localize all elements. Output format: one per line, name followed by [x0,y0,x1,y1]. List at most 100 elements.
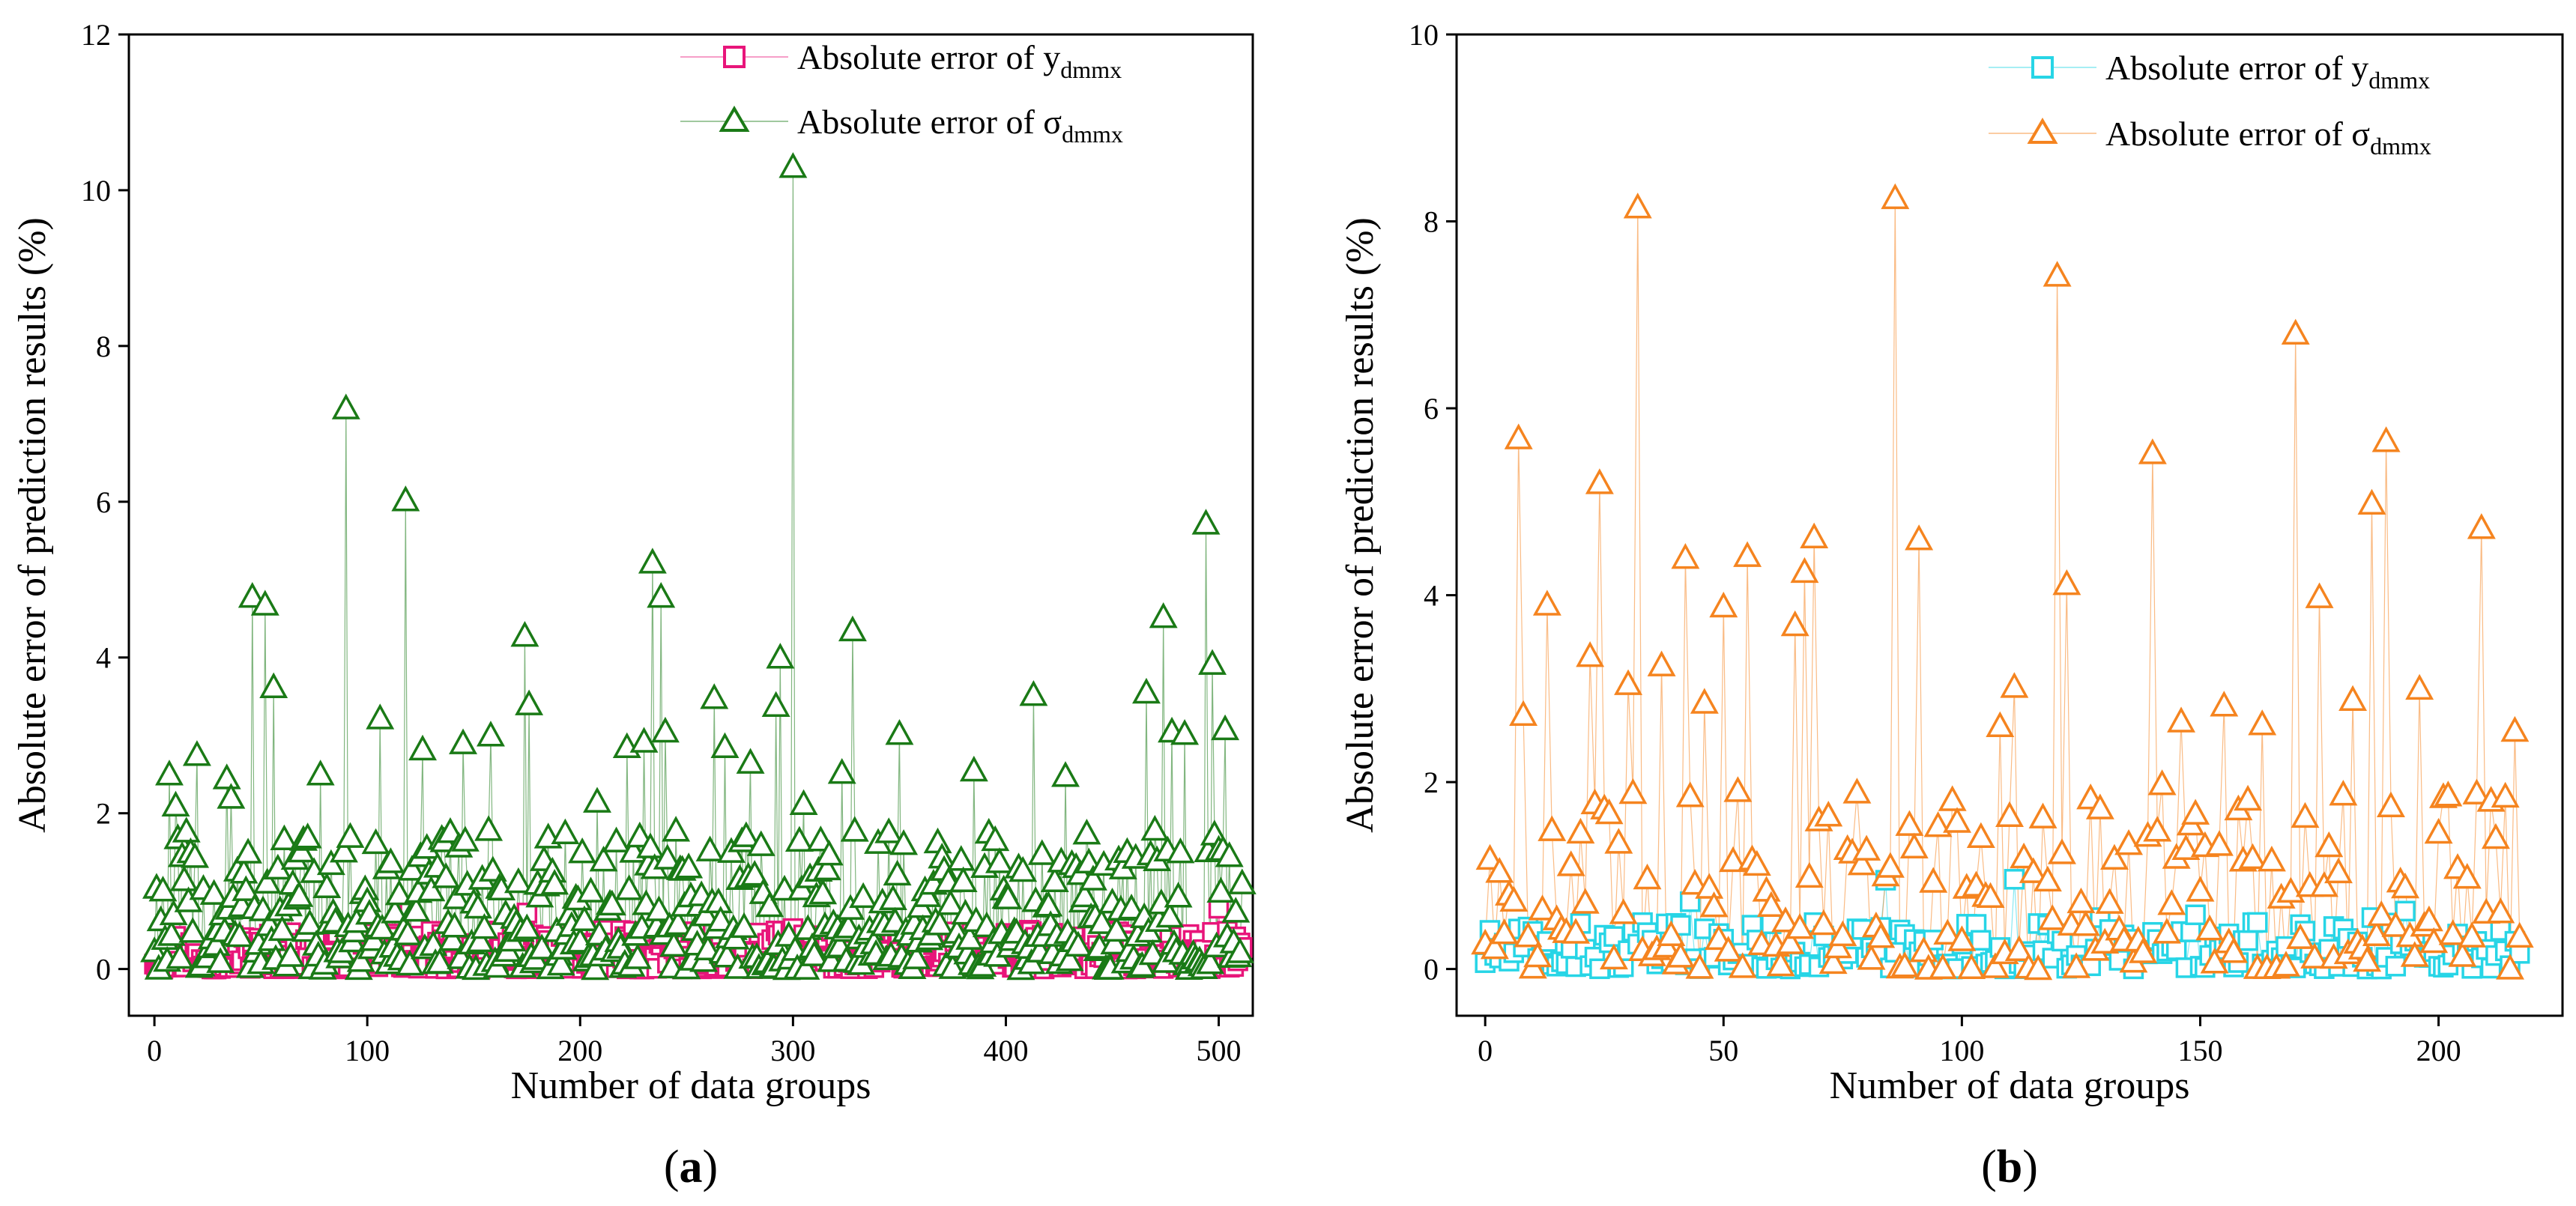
data-point [1072,818,1101,845]
data-point [653,843,682,870]
data-point [2362,920,2391,946]
data-point [2052,569,2081,596]
data-point [581,954,610,981]
data-point [1514,921,1543,948]
data-point [636,832,665,858]
data-point [2381,911,2410,937]
data-point [2129,937,2158,963]
panel-a-x-axis: 0 100 200 300 400 500 [147,1016,1242,1067]
data-point [2424,817,2453,844]
panel-b-plot-frame [1455,33,2564,1017]
panel-b-legend: Absolute error of ydmmx Absolute error o… [1989,49,2431,160]
data-point [766,643,795,669]
panel-b-x-tick-label: 0 [1478,1034,1493,1067]
data-point [1842,778,1872,804]
data-point [2405,673,2434,700]
data-point [449,728,477,754]
data-point [2286,923,2315,949]
data-point [874,817,904,843]
panel-a-x-tick-label: 100 [345,1034,390,1067]
data-point [808,878,838,905]
data-point [540,869,569,895]
data-point [736,748,765,774]
data-point [438,924,467,951]
data-point [614,874,644,900]
data-point [1933,918,1962,945]
data-point [1055,945,1084,972]
data-point [1828,920,1857,947]
data-point [923,827,952,854]
data-point [2419,927,2449,954]
data-point [1538,815,1567,841]
panel-a-series-marks [140,152,1257,981]
data-point [1561,918,1591,944]
data-point [812,854,841,881]
data-point [2377,791,2405,817]
data-point [1087,908,1116,934]
data-point [2185,904,2206,926]
data-point [1728,952,1757,978]
data-point [583,787,611,813]
panel-a-plot-frame [127,33,1254,1017]
data-point [391,485,420,512]
panel-a-y-tick-label: 2 [96,797,111,831]
data-point [527,933,557,960]
data-point [1570,888,1600,914]
data-point [267,915,297,942]
data-point [2505,921,2534,948]
data-point [2434,781,2463,807]
data-point [1980,952,2010,978]
panel-a-y-tick-label: 0 [96,953,111,987]
data-point [938,953,967,979]
data-point [1852,834,1881,861]
data-point [674,852,704,879]
data-point [161,790,190,817]
data-point [376,847,405,873]
data-point [602,826,631,852]
data-point [566,927,595,953]
data-point [1117,894,1146,920]
data-point [1078,864,1107,891]
data-point [2309,871,2338,897]
data-point [1585,468,1614,494]
data-point [2000,672,2029,698]
data-point [2448,941,2477,967]
data-point [148,876,178,902]
data-point [450,825,480,852]
data-point [285,881,314,907]
panel-b-series-marks [1471,183,2534,981]
data-point [1100,928,1129,955]
data-point [2357,488,2386,515]
data-point [476,721,505,747]
data-point [889,829,919,855]
data-point [791,954,820,980]
data-point [306,760,335,786]
data-point [1155,901,1185,928]
data-point [746,830,775,856]
data-point [1795,861,1824,888]
data-point [1594,798,1624,825]
data-point [849,882,878,909]
data-point [474,815,504,841]
data-point [1070,881,1099,908]
data-point [1166,837,1195,864]
data-point [199,879,229,905]
data-point [316,849,345,876]
data-point [691,900,720,927]
data-point [647,582,676,608]
panel-a-y-tick-label: 12 [81,18,111,52]
data-point [1485,857,1514,883]
data-point [1866,922,1896,948]
data-point [2062,952,2091,978]
data-point [1027,839,1056,865]
data-point [589,845,618,872]
data-point [1776,928,1805,954]
data-point [2010,842,2039,869]
data-point [838,615,867,642]
data-point [2210,691,2239,717]
panel-b-x-axis-title: Number of data groups [1830,1064,2190,1107]
panel-b-legend-y-label: Absolute error of ydmmx [2105,49,2430,94]
panel-b-series-sigma-line [1484,198,2521,969]
data-point [1227,868,1257,894]
